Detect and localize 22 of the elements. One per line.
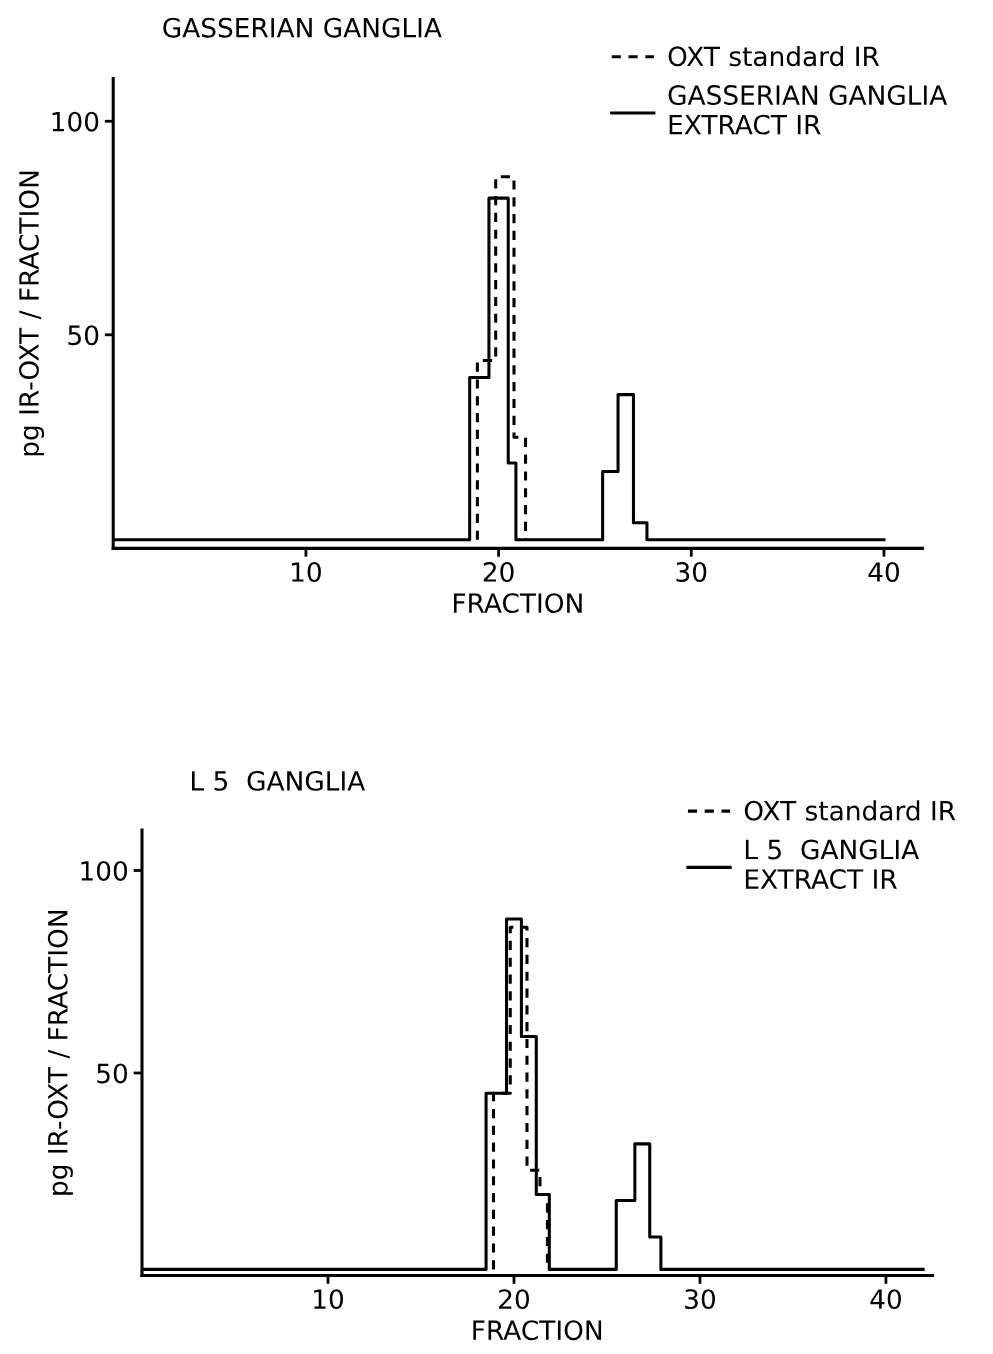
legend-label: L 5 GANGLIA EXTRACT IR	[745, 839, 919, 890]
x-tick-label: 20	[483, 562, 514, 582]
chart-title: GASSERIAN GANGLIA	[163, 17, 442, 38]
x-tick-label: 20	[499, 1289, 529, 1310]
legend-label: GASSERIAN GANGLIA EXTRACT IR	[668, 85, 948, 135]
y-axis-title: pg IR-OXT / FRACTION	[47, 911, 73, 1195]
x-tick-label: 30	[676, 562, 707, 582]
y-tick-label: 100	[52, 111, 99, 132]
x-tick-label: 10	[314, 1289, 344, 1310]
y-tick-label: 50	[68, 325, 99, 346]
y-axis-title: pg IR-OXT / FRACTION	[19, 171, 45, 456]
x-tick-label: 40	[870, 1289, 901, 1310]
x-tick-label: 10	[292, 562, 321, 582]
legend-label: OXT standard IR	[668, 45, 880, 67]
x-tick-label: 30	[685, 1289, 715, 1310]
chart-title: L 5 GANGLIA	[192, 770, 366, 791]
x-axis-title: FRACTION	[473, 1320, 602, 1341]
x-tick-label: 40	[868, 562, 899, 582]
x-axis-title: FRACTION	[453, 593, 582, 614]
legend-label: OXT standard IR	[744, 800, 956, 821]
y-tick-label: 50	[97, 1063, 128, 1084]
y-tick-label: 100	[81, 860, 128, 881]
